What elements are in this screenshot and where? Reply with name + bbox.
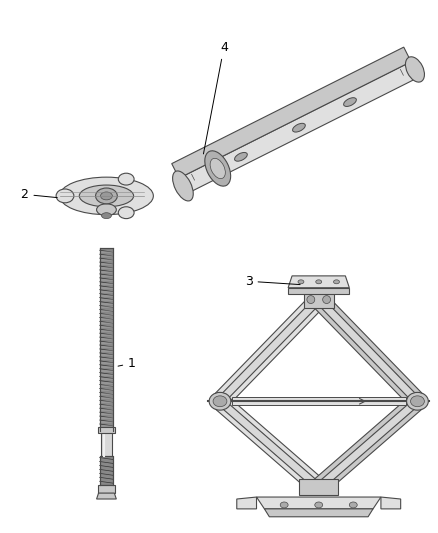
Polygon shape xyxy=(288,288,350,294)
Ellipse shape xyxy=(389,372,399,383)
Ellipse shape xyxy=(298,280,304,284)
Polygon shape xyxy=(312,293,424,407)
Ellipse shape xyxy=(350,502,357,508)
Polygon shape xyxy=(217,297,321,404)
Ellipse shape xyxy=(255,353,266,365)
Ellipse shape xyxy=(371,353,382,365)
Ellipse shape xyxy=(79,185,134,207)
Ellipse shape xyxy=(118,173,134,185)
Ellipse shape xyxy=(235,152,247,161)
Ellipse shape xyxy=(60,177,153,215)
Ellipse shape xyxy=(371,431,383,442)
FancyBboxPatch shape xyxy=(101,431,113,456)
Polygon shape xyxy=(214,293,325,407)
Polygon shape xyxy=(179,62,419,193)
Ellipse shape xyxy=(209,392,231,410)
Text: 4: 4 xyxy=(203,41,228,154)
FancyBboxPatch shape xyxy=(299,479,339,495)
Ellipse shape xyxy=(210,158,225,179)
Ellipse shape xyxy=(290,318,301,329)
Ellipse shape xyxy=(410,396,424,407)
Ellipse shape xyxy=(333,280,339,284)
Polygon shape xyxy=(288,276,350,288)
Ellipse shape xyxy=(96,204,117,216)
FancyBboxPatch shape xyxy=(232,397,406,405)
Ellipse shape xyxy=(255,431,267,442)
Ellipse shape xyxy=(315,502,323,508)
Ellipse shape xyxy=(56,189,74,203)
Polygon shape xyxy=(381,497,401,509)
Ellipse shape xyxy=(205,151,231,186)
Ellipse shape xyxy=(336,461,348,472)
Ellipse shape xyxy=(173,171,193,201)
Ellipse shape xyxy=(95,188,117,204)
Ellipse shape xyxy=(101,192,113,200)
Polygon shape xyxy=(172,47,411,178)
FancyBboxPatch shape xyxy=(99,456,113,485)
Ellipse shape xyxy=(290,461,301,472)
Polygon shape xyxy=(316,398,420,490)
Ellipse shape xyxy=(238,372,249,383)
FancyBboxPatch shape xyxy=(98,485,115,493)
Ellipse shape xyxy=(118,207,134,219)
Ellipse shape xyxy=(280,502,288,508)
Text: 1: 1 xyxy=(118,357,136,370)
Ellipse shape xyxy=(102,213,111,219)
Ellipse shape xyxy=(323,296,331,303)
Polygon shape xyxy=(237,497,257,509)
Polygon shape xyxy=(257,497,381,509)
Polygon shape xyxy=(214,394,325,494)
Ellipse shape xyxy=(272,446,284,457)
Text: 2: 2 xyxy=(21,188,57,201)
Ellipse shape xyxy=(307,296,315,303)
Polygon shape xyxy=(96,493,117,499)
Ellipse shape xyxy=(406,57,424,82)
FancyBboxPatch shape xyxy=(304,290,333,309)
Polygon shape xyxy=(316,297,420,404)
Ellipse shape xyxy=(293,123,305,132)
Ellipse shape xyxy=(237,416,249,427)
Polygon shape xyxy=(313,394,423,494)
Ellipse shape xyxy=(344,98,357,107)
Ellipse shape xyxy=(316,280,321,284)
Ellipse shape xyxy=(336,318,348,329)
FancyBboxPatch shape xyxy=(99,248,113,431)
FancyBboxPatch shape xyxy=(98,427,115,433)
Text: 3: 3 xyxy=(245,275,300,288)
Ellipse shape xyxy=(272,336,284,348)
Ellipse shape xyxy=(354,336,365,348)
Ellipse shape xyxy=(388,416,400,427)
Ellipse shape xyxy=(406,392,428,410)
Polygon shape xyxy=(265,509,373,517)
Ellipse shape xyxy=(353,446,365,457)
Polygon shape xyxy=(217,398,321,490)
Ellipse shape xyxy=(213,396,227,407)
